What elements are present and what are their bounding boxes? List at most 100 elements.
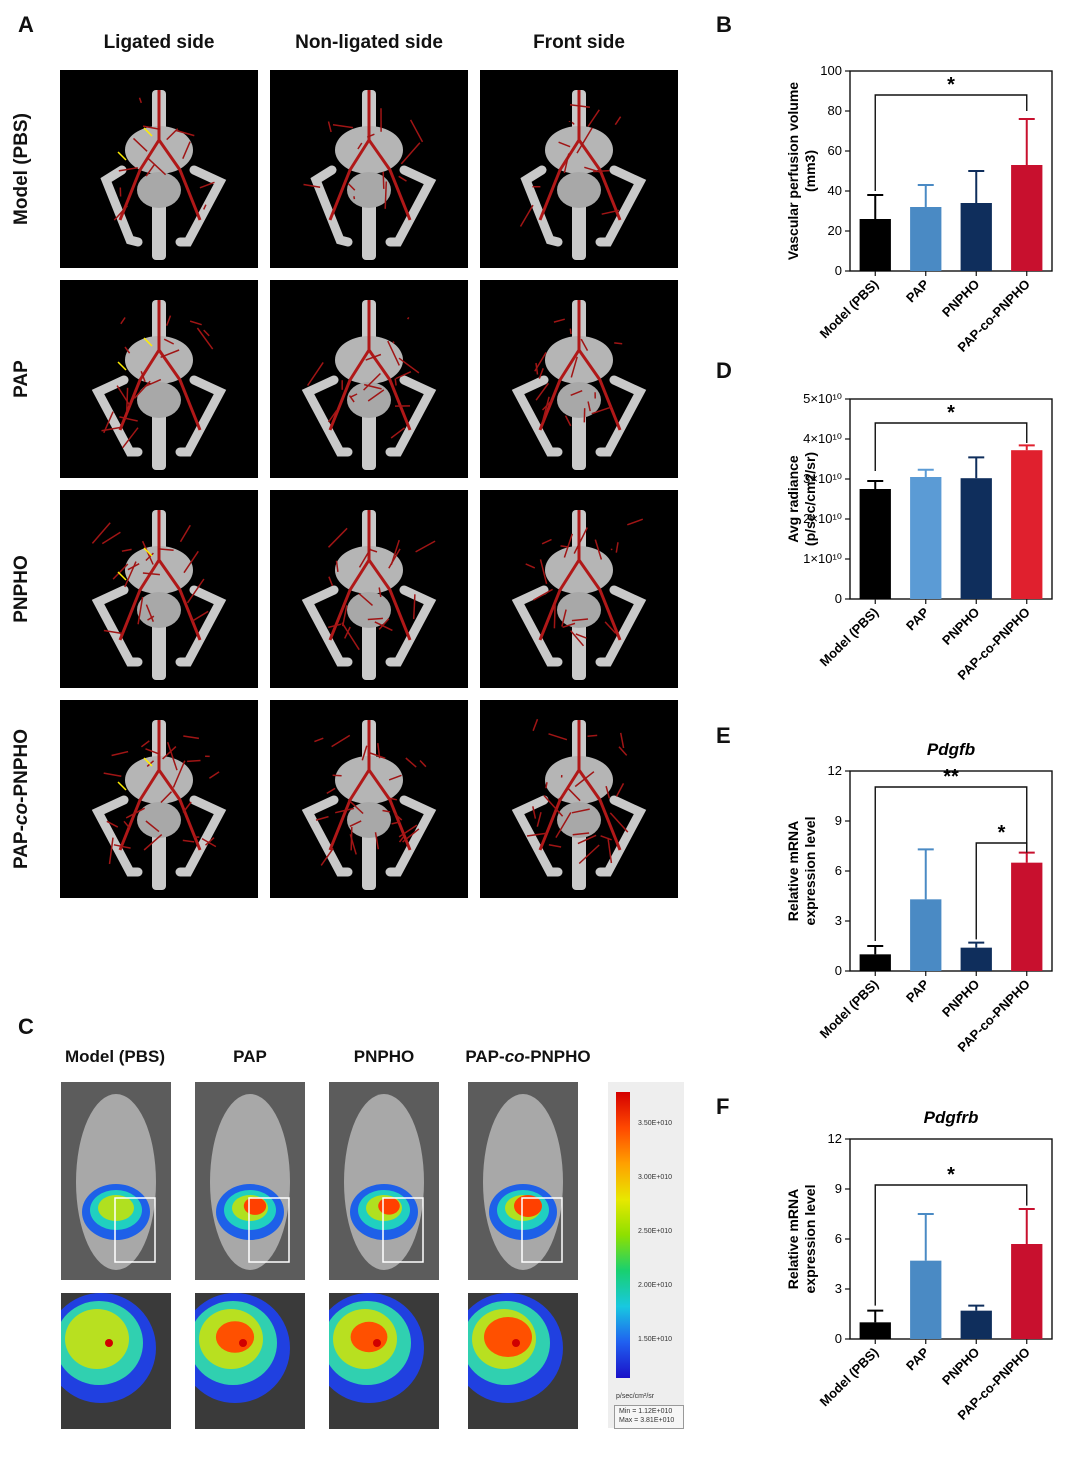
vessel-branch	[570, 630, 585, 647]
vessel-branch	[388, 774, 402, 781]
vessel-branch	[125, 807, 146, 819]
skeleton-render	[511, 510, 647, 680]
significance-bracket	[874, 422, 1028, 471]
vessel-branch	[577, 834, 597, 845]
signal-hot	[243, 1197, 267, 1215]
vessel-branch	[627, 518, 644, 526]
vessel-branch	[348, 395, 355, 403]
vessel-branch	[570, 390, 583, 396]
vessel-branch	[163, 338, 175, 345]
vessel-branch	[601, 209, 620, 215]
mouse-image	[61, 1082, 171, 1280]
chart-d: 0 1×10¹⁰ 2×10¹⁰ 3×10¹⁰ 4×10¹⁰ 5×10¹⁰ Avg radia…	[785, 391, 1053, 683]
bar	[960, 1310, 992, 1339]
vessel-branch	[563, 533, 574, 558]
roi-box	[248, 1197, 290, 1263]
right-leg	[385, 795, 437, 877]
vessel-branch	[532, 806, 537, 819]
vessel-branch	[189, 320, 202, 326]
vessel-branch	[101, 531, 121, 545]
vessel-branch	[187, 759, 201, 763]
vessel-branch	[614, 342, 623, 345]
vessel-branch	[580, 338, 589, 351]
vessel-branch	[619, 732, 625, 749]
vessel-branch	[571, 618, 589, 622]
mouse-body	[483, 1094, 563, 1270]
vessel-branch	[378, 618, 390, 630]
vessel-branch	[111, 750, 129, 757]
arrow-marker	[117, 361, 127, 371]
zoom-signal-hot	[215, 1321, 255, 1353]
vessel-branch	[378, 587, 382, 598]
vessel-branch	[182, 839, 195, 843]
vessel-branch	[366, 133, 375, 138]
vessel-branch	[534, 352, 547, 372]
vessel-branch	[196, 327, 214, 350]
vessel-branch	[358, 593, 373, 606]
vessel-branch	[563, 153, 570, 174]
vessel-branch	[543, 794, 564, 817]
skeleton-render	[519, 90, 647, 260]
pelvis-lower	[557, 172, 601, 208]
bar	[1011, 165, 1043, 271]
vessel-branch	[113, 205, 128, 221]
column-header-ligated: Ligated side	[103, 32, 215, 53]
vessel-branch	[539, 559, 548, 584]
vessel-branch	[390, 427, 406, 439]
left-leg	[511, 585, 563, 667]
vessel-branch	[208, 771, 220, 779]
left-leg	[310, 165, 353, 247]
arrow-marker	[117, 571, 127, 581]
x-tick-label: PAP	[903, 604, 932, 633]
vessel-branch	[519, 204, 534, 227]
arrow-marker	[143, 547, 153, 557]
mouse-render	[344, 1094, 424, 1270]
vessel-branch	[367, 617, 383, 621]
zoom-render	[195, 1293, 305, 1429]
pelvis-lower	[347, 172, 391, 208]
vessel-branch	[569, 328, 572, 335]
vessel-branch	[587, 734, 598, 738]
vessel-branch	[409, 119, 424, 143]
arrow-marker	[117, 781, 127, 791]
vessel-branch	[570, 356, 578, 378]
signal-hot	[378, 1197, 400, 1215]
bar	[960, 947, 992, 971]
chart-title: Pdgfb	[927, 740, 975, 759]
vessel-branch	[183, 735, 200, 740]
zoom-spot	[105, 1339, 113, 1347]
vessel-branch	[199, 181, 215, 189]
vessel-branch	[132, 137, 148, 152]
vessel-branch	[182, 141, 191, 159]
y-tick-label: 6	[835, 1231, 842, 1246]
vessel-branch	[526, 832, 547, 837]
skeleton-render	[301, 300, 437, 470]
bar	[859, 219, 891, 271]
y-tick-label: 9	[835, 813, 842, 828]
chart-title: Pdgfrb	[924, 1108, 979, 1127]
significance-bracket	[874, 786, 1028, 941]
vessel-branch	[165, 315, 172, 326]
colorbar-unit: p/sec/cm²/sr	[616, 1393, 655, 1400]
vessel-branch	[532, 718, 539, 732]
vessel-branch	[569, 104, 590, 109]
vessel-branch	[576, 127, 593, 154]
left-leg	[301, 375, 353, 457]
zoom-render	[329, 1293, 439, 1429]
vessel-branch	[113, 844, 131, 849]
skeleton-render	[91, 720, 227, 890]
y-tick-label: 12	[828, 763, 842, 778]
vessel-branch	[545, 782, 548, 789]
vessel-branch	[558, 141, 571, 148]
panel-label-d: D	[716, 358, 732, 383]
x-tick-label: PNPHO	[939, 977, 982, 1020]
ct-image	[60, 700, 258, 898]
vessel-branch	[564, 415, 572, 427]
vessel-branch	[103, 772, 122, 777]
right-leg	[595, 585, 647, 667]
skeleton-render	[303, 90, 437, 260]
c-header-pnpho: PNPHO	[353, 1047, 415, 1066]
vessel-branch	[548, 733, 568, 741]
vessel-branch	[327, 121, 332, 133]
row-header-model: Model (PBS)	[11, 113, 32, 225]
